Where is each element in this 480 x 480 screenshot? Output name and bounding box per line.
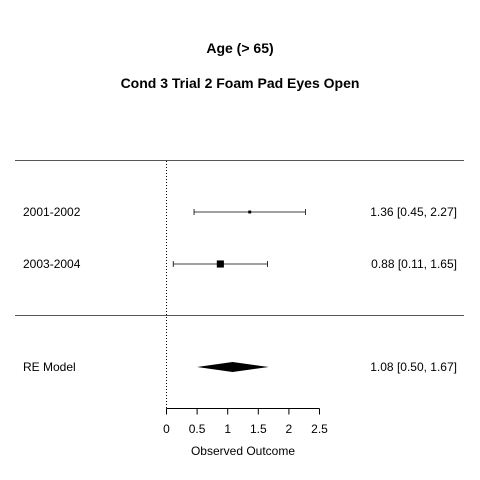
study-label: 2003-2004 (23, 257, 81, 271)
study-row: 2003-2004 0.88 [0.11, 1.65] (23, 257, 457, 271)
x-axis-label: Observed Outcome (191, 444, 295, 458)
summary-estimate-text: 1.08 [0.50, 1.67] (370, 360, 457, 374)
point-estimate (216, 260, 224, 268)
x-tick-label: 1 (224, 422, 231, 436)
study-rows: 2001-2002 1.36 [0.45, 2.27] 2003-2004 0.88 … (23, 205, 457, 271)
summary-diamond (197, 362, 269, 372)
summary-label: RE Model (23, 360, 76, 374)
chart-subtitle: Cond 3 Trial 2 Foam Pad Eyes Open (120, 75, 360, 91)
x-tick-label: 2 (286, 422, 293, 436)
point-estimate (248, 210, 252, 214)
x-tick-label: 0 (163, 422, 170, 436)
study-label: 2001-2002 (23, 205, 81, 219)
study-row: 2001-2002 1.36 [0.45, 2.27] (23, 205, 457, 219)
x-tick-label: 0.5 (189, 422, 206, 436)
estimate-text: 0.88 [0.11, 1.65] (371, 257, 457, 271)
plot-frame (15, 160, 464, 316)
x-axis: 0 0.5 1 1.5 2 2.5 Observed Outcome (163, 408, 328, 458)
estimate-text: 1.36 [0.45, 2.27] (370, 205, 457, 219)
summary-row: RE Model 1.08 [0.50, 1.67] (23, 360, 457, 374)
x-tick-label: 1.5 (250, 422, 267, 436)
x-tick-label: 2.5 (311, 422, 328, 436)
chart-title: Age (> 65) (206, 40, 274, 56)
